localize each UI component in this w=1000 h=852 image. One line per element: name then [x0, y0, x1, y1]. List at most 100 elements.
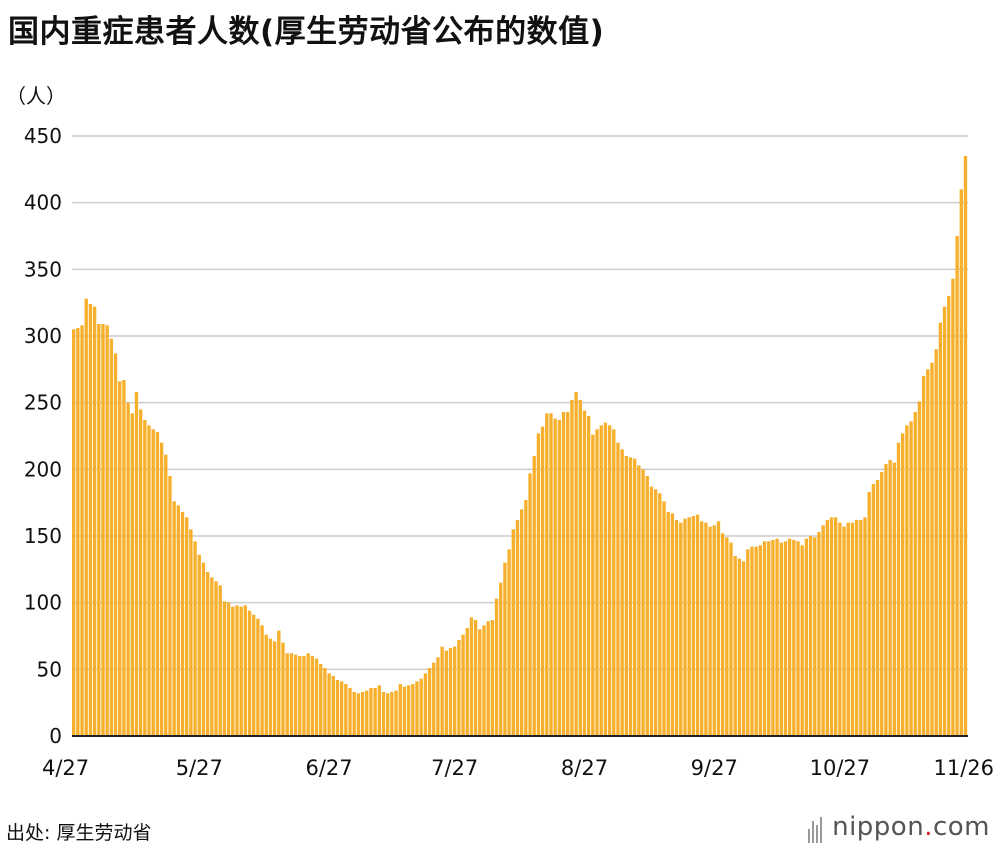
bar	[574, 392, 578, 736]
bar	[612, 429, 616, 736]
bar	[520, 509, 524, 736]
bar	[323, 668, 327, 736]
bar	[880, 472, 884, 736]
bar	[607, 425, 612, 736]
bar	[172, 501, 176, 736]
bar	[524, 500, 528, 736]
bar	[335, 680, 340, 736]
bar	[561, 412, 566, 736]
bar	[917, 401, 922, 736]
bar	[775, 538, 779, 736]
bar	[235, 605, 239, 736]
bar	[838, 522, 842, 736]
brand-suffix: com	[932, 812, 990, 842]
bar	[369, 688, 373, 736]
bar	[134, 392, 139, 736]
x-tick-label: 4/27	[42, 756, 89, 780]
brand-name: nippon	[832, 812, 925, 842]
bar	[566, 412, 570, 736]
bar	[582, 410, 587, 736]
bar	[147, 425, 151, 736]
bar	[725, 537, 729, 736]
bar	[800, 545, 804, 736]
bar	[289, 653, 294, 736]
bar	[327, 673, 331, 736]
bar	[348, 688, 352, 736]
bar	[398, 684, 402, 736]
bar	[151, 429, 155, 736]
y-tick-label: 450	[24, 124, 62, 148]
bar	[695, 514, 700, 736]
bar	[955, 236, 959, 736]
bar	[432, 662, 436, 736]
y-tick-label: 0	[49, 724, 62, 748]
bar	[176, 505, 181, 736]
bar	[231, 606, 235, 736]
bar	[264, 634, 268, 736]
y-axis-unit-label: （人）	[6, 84, 66, 108]
bar	[670, 513, 675, 736]
bar	[779, 542, 783, 736]
bar	[159, 442, 164, 736]
bar	[942, 306, 947, 736]
bar	[821, 525, 825, 736]
bar	[193, 541, 197, 736]
bar	[76, 328, 80, 736]
bar	[423, 673, 428, 736]
bar	[210, 577, 214, 736]
bar	[84, 298, 88, 736]
y-axis-ticks: 0 50 100 150 200 250 300 350 400 450	[24, 124, 62, 748]
bar	[557, 420, 562, 736]
bar	[854, 520, 859, 736]
bar	[921, 376, 926, 736]
bar	[649, 486, 654, 736]
bar	[787, 538, 792, 736]
bar	[553, 418, 557, 736]
bar	[101, 324, 105, 736]
bar	[298, 656, 302, 736]
bar	[453, 646, 457, 736]
bar	[729, 542, 733, 736]
bar	[285, 653, 289, 736]
bar	[859, 520, 863, 736]
bar	[645, 476, 649, 736]
bar	[704, 522, 708, 736]
bar	[126, 402, 130, 736]
bar	[356, 693, 361, 736]
bar	[302, 656, 306, 736]
bar	[549, 413, 553, 736]
bar	[683, 518, 687, 736]
bar	[360, 692, 365, 736]
bar	[503, 562, 507, 736]
y-tick-label: 100	[24, 591, 62, 615]
bar	[545, 413, 549, 736]
bar	[813, 537, 817, 736]
bar	[118, 381, 122, 736]
bar	[473, 620, 478, 736]
bar	[352, 692, 356, 736]
y-tick-label: 150	[24, 524, 62, 548]
bar	[92, 306, 97, 736]
bar	[205, 572, 210, 736]
bar	[691, 516, 696, 736]
bar	[272, 641, 277, 736]
bar	[658, 493, 662, 736]
bar	[406, 685, 411, 736]
bar	[750, 546, 754, 736]
bar	[105, 325, 109, 736]
bar	[938, 322, 943, 736]
bar	[469, 617, 474, 736]
bar	[762, 541, 767, 736]
bar	[884, 464, 888, 736]
bar	[415, 681, 419, 736]
bar	[185, 517, 189, 736]
bar-series	[72, 156, 968, 736]
bar	[875, 480, 880, 736]
bar	[515, 520, 520, 736]
y-tick-label: 200	[24, 457, 62, 481]
brand-logo: nippon.com	[808, 812, 990, 843]
bar	[863, 517, 867, 736]
bar	[741, 561, 746, 736]
bar	[256, 618, 260, 736]
bar	[674, 520, 679, 736]
